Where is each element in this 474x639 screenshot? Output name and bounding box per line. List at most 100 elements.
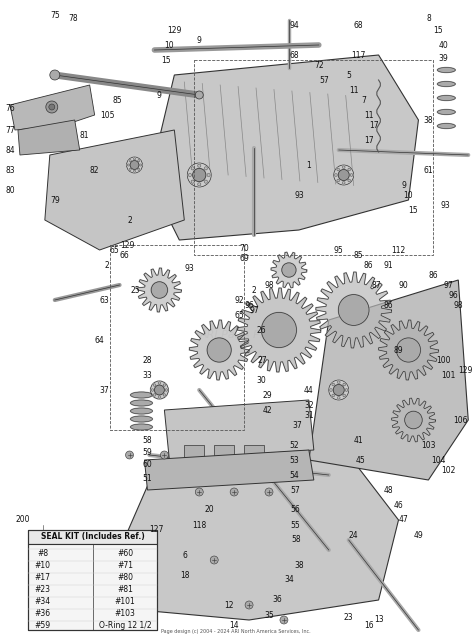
Text: 97: 97 [249,305,259,314]
Text: #36: #36 [35,610,51,619]
Circle shape [134,158,136,160]
Text: #10: #10 [35,562,51,571]
Text: 23: 23 [344,613,354,622]
Text: 80: 80 [5,185,15,194]
Circle shape [329,380,349,400]
Circle shape [138,168,140,171]
Polygon shape [164,400,314,460]
Text: 105: 105 [100,111,115,119]
Text: 93: 93 [440,201,450,210]
Text: #60: #60 [117,550,133,558]
Circle shape [191,167,194,170]
Text: 40: 40 [438,40,448,49]
Circle shape [151,389,154,391]
Text: 55: 55 [290,521,300,530]
Circle shape [158,396,161,398]
Text: 15: 15 [162,56,171,65]
Text: 97: 97 [444,281,453,289]
Text: 85: 85 [113,95,122,105]
Circle shape [140,164,142,166]
Text: 57: 57 [319,75,328,84]
Text: 100: 100 [436,355,451,364]
Text: 35: 35 [264,610,274,619]
Bar [28,530,157,630]
Text: 38: 38 [294,560,304,569]
Text: 112: 112 [392,245,406,254]
Circle shape [204,180,208,183]
Text: 17: 17 [364,135,374,144]
Text: 68: 68 [354,20,364,29]
Text: 95: 95 [334,245,344,254]
Text: 102: 102 [441,465,456,475]
Text: 96: 96 [448,291,458,300]
Circle shape [163,394,165,396]
Text: 86: 86 [364,261,374,270]
Text: 9: 9 [197,36,202,45]
Text: ARI Parts Pro: ARI Parts Pro [200,330,272,340]
Circle shape [265,488,273,496]
Text: Page design (c) 2004 - 2024 ARI North America Services, Inc.: Page design (c) 2004 - 2024 ARI North Am… [161,629,311,635]
Circle shape [210,556,218,564]
Text: 2: 2 [252,286,256,295]
Circle shape [127,157,143,173]
Text: 34: 34 [284,576,294,585]
Text: 118: 118 [192,521,206,530]
Ellipse shape [130,416,153,422]
Text: 75: 75 [50,10,60,20]
Ellipse shape [130,408,153,414]
Text: 72: 72 [314,61,324,70]
Circle shape [332,383,335,386]
Text: 15: 15 [409,206,418,215]
Text: 84: 84 [5,146,15,155]
Bar [214,445,234,480]
Ellipse shape [438,123,456,128]
Circle shape [337,381,340,383]
Text: 37: 37 [292,420,302,429]
Circle shape [333,385,344,396]
Ellipse shape [438,68,456,72]
Circle shape [155,385,164,395]
Text: 27: 27 [257,355,267,364]
Text: SEAL KIT (Includes Ref.): SEAL KIT (Includes Ref.) [41,532,145,541]
Text: #101: #101 [115,597,136,606]
FancyBboxPatch shape [28,544,157,630]
Circle shape [158,382,161,384]
FancyBboxPatch shape [28,530,157,544]
Text: 49: 49 [413,530,423,539]
Text: 9: 9 [401,180,406,190]
Text: 33: 33 [143,371,152,380]
Text: #34: #34 [35,597,51,606]
Circle shape [191,180,194,183]
Text: 94: 94 [289,20,299,29]
Circle shape [136,531,144,539]
Bar [184,445,204,480]
Text: 68: 68 [289,50,299,59]
Circle shape [49,104,55,110]
Polygon shape [137,268,182,312]
Text: 47: 47 [399,516,409,525]
Text: 91: 91 [384,261,393,270]
Text: #59: #59 [35,622,51,631]
Circle shape [153,384,155,386]
Polygon shape [379,320,438,380]
Text: 11: 11 [349,86,358,95]
Circle shape [230,488,238,496]
Text: #71: #71 [117,562,133,571]
Circle shape [204,167,208,170]
Circle shape [187,163,211,187]
Text: #8: #8 [37,550,48,558]
Text: 48: 48 [384,486,393,495]
Text: 53: 53 [289,456,299,465]
Text: 129: 129 [167,26,182,35]
Ellipse shape [130,400,153,406]
Text: 28: 28 [143,355,152,364]
Text: 79: 79 [50,196,60,204]
Text: 93: 93 [184,263,194,272]
Text: 57: 57 [290,486,300,495]
Circle shape [46,101,58,113]
Text: 69: 69 [239,254,249,263]
Circle shape [338,169,349,180]
Circle shape [262,312,297,348]
Text: 32: 32 [304,401,314,410]
Bar [244,445,264,480]
